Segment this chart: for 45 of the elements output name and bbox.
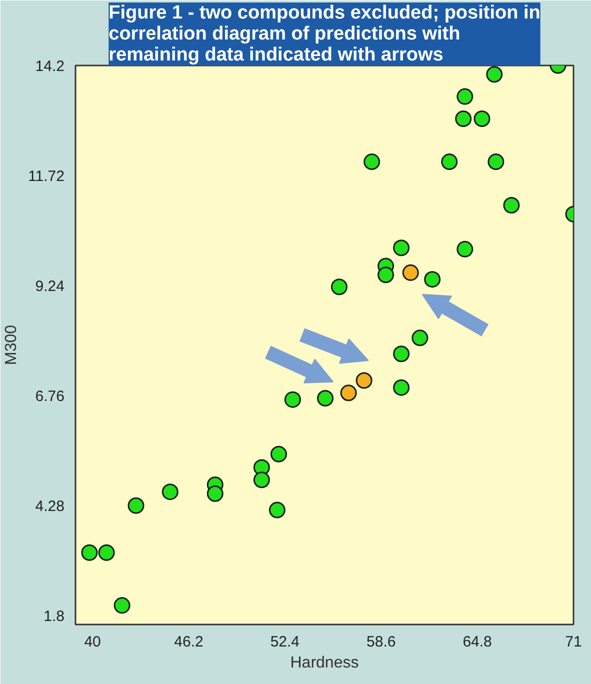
point bbox=[330, 278, 348, 296]
y-tick-label: 9.24 bbox=[35, 278, 65, 296]
point bbox=[486, 66, 503, 83]
point bbox=[268, 502, 286, 518]
x-tick-label: 64.8 bbox=[462, 634, 492, 650]
y-tick-label: 14.2 bbox=[35, 58, 65, 75]
point bbox=[356, 372, 372, 389]
point bbox=[393, 346, 410, 362]
point bbox=[253, 472, 270, 488]
point bbox=[206, 485, 224, 502]
point bbox=[402, 264, 419, 281]
x-tick-label: 52.4 bbox=[270, 634, 300, 650]
x-tick-label: 58.6 bbox=[366, 634, 396, 650]
point bbox=[393, 379, 410, 396]
point bbox=[317, 390, 334, 406]
y-tick-label: 4.28 bbox=[35, 498, 65, 516]
x-axis-title: Hardness bbox=[290, 654, 359, 672]
x-tick-label: 46.2 bbox=[174, 634, 204, 650]
point bbox=[456, 88, 474, 105]
point bbox=[488, 154, 504, 170]
chart-title: Figure 1 - two compounds excluded; position in correlation diagram of predictions with remaining data indicated with arrows bbox=[108, 2, 540, 66]
point bbox=[412, 330, 428, 346]
point bbox=[474, 110, 490, 127]
x-tick-label: 40 bbox=[84, 634, 101, 650]
point bbox=[393, 240, 410, 256]
y-tick-label: 6.76 bbox=[35, 388, 65, 406]
point bbox=[81, 544, 98, 561]
x-tick-label: 71 bbox=[565, 634, 582, 650]
y-tick-label: 11.72 bbox=[28, 168, 65, 186]
point bbox=[378, 266, 394, 284]
point bbox=[284, 391, 301, 408]
point bbox=[424, 271, 441, 288]
point bbox=[456, 240, 474, 258]
point bbox=[162, 484, 178, 500]
point bbox=[128, 497, 144, 514]
y-axis-title: M300 bbox=[3, 324, 20, 366]
point bbox=[270, 446, 287, 462]
point bbox=[98, 544, 115, 561]
point bbox=[503, 197, 520, 214]
point bbox=[455, 110, 472, 127]
point bbox=[364, 154, 380, 170]
point bbox=[340, 384, 357, 402]
point bbox=[114, 597, 130, 614]
y-tick-label: 1.8 bbox=[44, 608, 65, 626]
point bbox=[441, 154, 458, 170]
